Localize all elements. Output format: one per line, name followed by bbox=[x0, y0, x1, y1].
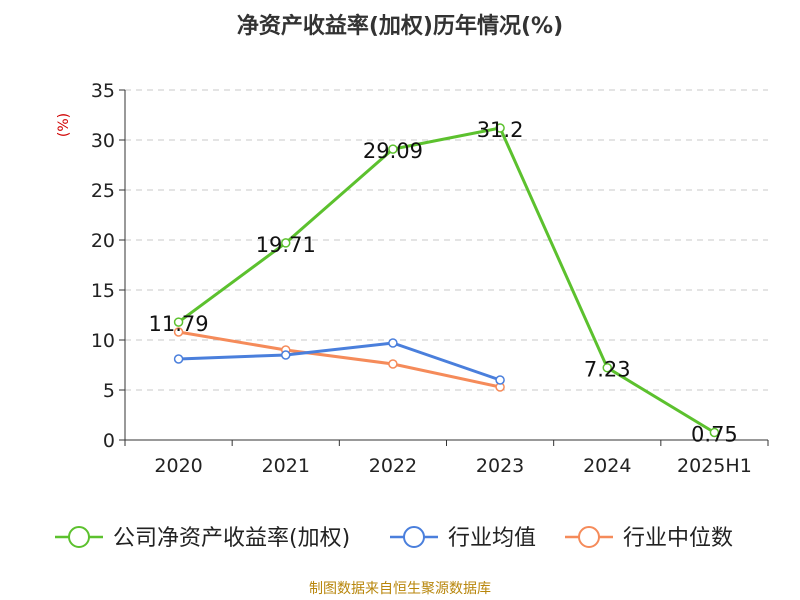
x-tick-label: 2021 bbox=[262, 455, 310, 477]
series-layer bbox=[173, 123, 720, 438]
grid-layer bbox=[125, 89, 768, 391]
chart-title: 净资产收益率(加权)历年情况(%) bbox=[237, 13, 563, 39]
legend-swatch-marker bbox=[403, 526, 425, 548]
y-tick-label: 35 bbox=[91, 80, 115, 102]
data-point bbox=[173, 317, 184, 327]
x-tick-label: 2024 bbox=[583, 455, 631, 477]
series-line bbox=[177, 126, 716, 434]
x-tick-label: 2020 bbox=[154, 455, 202, 477]
data-label: 7.23 bbox=[584, 358, 631, 382]
data-point bbox=[388, 359, 398, 369]
data-label: 29.09 bbox=[363, 139, 423, 163]
data-point bbox=[495, 375, 505, 385]
data-label: 31.2 bbox=[477, 118, 524, 142]
data-point bbox=[281, 350, 291, 360]
x-tick-label: 2022 bbox=[369, 455, 417, 477]
data-point bbox=[388, 338, 398, 348]
data-point bbox=[495, 123, 505, 133]
data-point bbox=[709, 427, 720, 438]
legend-label: 行业中位数 bbox=[623, 526, 733, 551]
legend-swatch-marker bbox=[68, 526, 90, 548]
y-tick-label: 5 bbox=[103, 380, 115, 402]
y-tick-label: 25 bbox=[91, 180, 115, 202]
y-tick-label: 15 bbox=[91, 280, 115, 302]
y-axis-label: (%) bbox=[56, 113, 72, 137]
axis-layer: 0 5 10 15 20 25 30 35 2020 2021 2022 2023 2024 2025H1 bbox=[91, 80, 769, 477]
legend-swatch-marker bbox=[578, 526, 600, 548]
x-tick-label: 2025H1 bbox=[677, 455, 752, 477]
y-tick-label: 30 bbox=[91, 130, 115, 152]
data-label-layer: 11.79 19.71 29.09 31.2 7.23 0.75 bbox=[149, 118, 738, 447]
y-tick-label: 20 bbox=[91, 230, 115, 252]
data-point bbox=[173, 327, 184, 337]
legend: 公司净资产收益率(加权) 行业均值 行业中位数 bbox=[55, 526, 733, 551]
data-label: 19.71 bbox=[256, 233, 316, 257]
legend-label: 行业均值 bbox=[448, 526, 536, 551]
series-line bbox=[177, 330, 502, 389]
legend-label: 公司净资产收益率(加权) bbox=[113, 526, 350, 551]
y-tick-label: 10 bbox=[91, 330, 115, 352]
source-footer: 制图数据来自恒生聚源数据库 bbox=[309, 581, 491, 597]
data-point bbox=[173, 354, 184, 364]
data-label: 0.75 bbox=[691, 423, 738, 447]
x-tick-label: 2023 bbox=[476, 455, 524, 477]
data-point bbox=[602, 362, 612, 373]
y-tick-label: 0 bbox=[103, 430, 115, 452]
data-point bbox=[388, 144, 398, 154]
data-label: 11.79 bbox=[149, 312, 209, 336]
data-point bbox=[281, 238, 291, 248]
series-line bbox=[177, 341, 502, 382]
